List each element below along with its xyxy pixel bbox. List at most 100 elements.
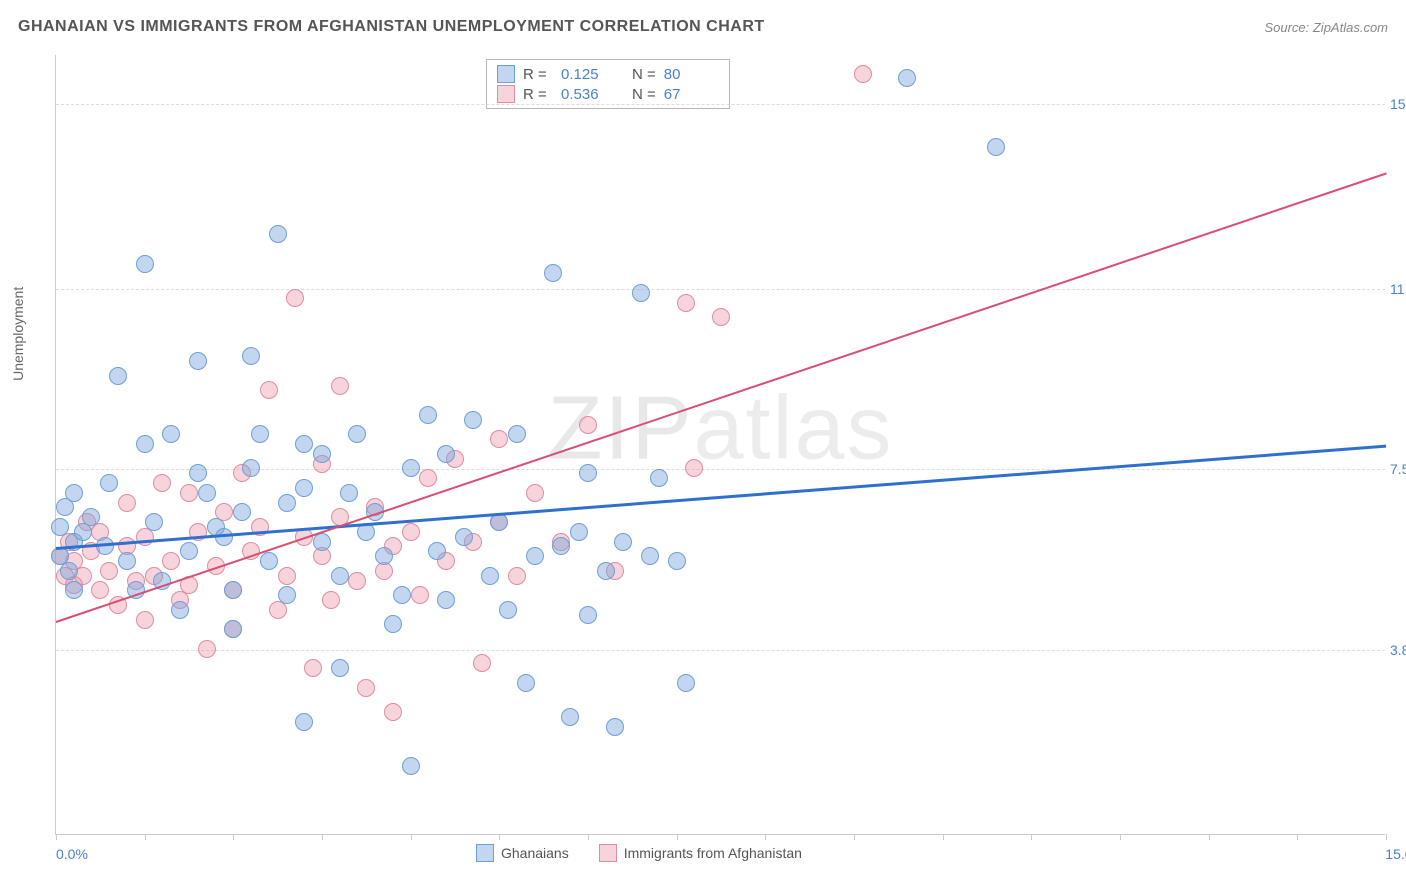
series1-point (295, 435, 313, 453)
series1-point (242, 459, 260, 477)
series2-point (100, 562, 118, 580)
series1-point (402, 757, 420, 775)
series1-point (650, 469, 668, 487)
gridline (56, 289, 1385, 290)
series1-point (189, 352, 207, 370)
series2-point (685, 459, 703, 477)
series2-point (419, 469, 437, 487)
x-tick-mark (854, 834, 855, 840)
series2-point (490, 430, 508, 448)
series1-point (198, 484, 216, 502)
series1-point (189, 464, 207, 482)
series1-point (278, 494, 296, 512)
series1-point (251, 425, 269, 443)
series1-point (402, 459, 420, 477)
series2-point (526, 484, 544, 502)
legend-label: Immigrants from Afghanistan (624, 845, 802, 861)
series1-point (668, 552, 686, 570)
series2-point (854, 65, 872, 83)
series2-point (348, 572, 366, 590)
legend-item: Ghanaians (476, 844, 569, 862)
x-tick-mark (1120, 834, 1121, 840)
x-tick-mark (1209, 834, 1210, 840)
x-tick-mark (588, 834, 589, 840)
series1-point (82, 508, 100, 526)
series1-point (65, 581, 83, 599)
series1-point (109, 367, 127, 385)
series1-point (579, 464, 597, 482)
series2-point (260, 381, 278, 399)
series1-point (508, 425, 526, 443)
series1-point (118, 552, 136, 570)
series2-point (286, 289, 304, 307)
series1-point (375, 547, 393, 565)
series2-point (331, 377, 349, 395)
series2-point (118, 494, 136, 512)
x-tick-mark (56, 834, 57, 840)
series1-point (499, 601, 517, 619)
series1-point (136, 435, 154, 453)
series1-point (348, 425, 366, 443)
series1-point (331, 659, 349, 677)
y-tick-label: 11.2% (1390, 281, 1406, 297)
n-value: 80 (664, 66, 719, 83)
gridline (56, 650, 1385, 651)
series-legend: Ghanaians Immigrants from Afghanistan (476, 844, 802, 862)
series1-point (295, 479, 313, 497)
watermark: ZIPatlas (547, 377, 893, 480)
x-tick-mark (411, 834, 412, 840)
series1-point (145, 513, 163, 531)
series2-point (153, 474, 171, 492)
series1-point (260, 552, 278, 570)
series1-point (606, 718, 624, 736)
series1-point (340, 484, 358, 502)
chart-plot-area: ZIPatlas R =0.125N =80R =0.536N =67 Ghan… (55, 55, 1385, 835)
gridline (56, 104, 1385, 105)
x-tick-mark (1031, 834, 1032, 840)
r-label: R = (523, 66, 553, 83)
legend-swatch (497, 85, 515, 103)
x-tick-mark (145, 834, 146, 840)
series1-point (561, 708, 579, 726)
x-tick-mark (1386, 834, 1387, 840)
series2-point (162, 552, 180, 570)
series1-point (419, 406, 437, 424)
x-tick-mark (499, 834, 500, 840)
series1-point (898, 69, 916, 87)
series1-point (614, 533, 632, 551)
x-tick-mark (943, 834, 944, 840)
y-tick-label: 3.8% (1390, 642, 1406, 658)
series2-point (677, 294, 695, 312)
x-tick-mark (322, 834, 323, 840)
series1-point (552, 537, 570, 555)
series2-point (278, 567, 296, 585)
series2-point (508, 567, 526, 585)
series2-point (579, 416, 597, 434)
chart-title: GHANAIAN VS IMMIGRANTS FROM AFGHANISTAN … (18, 18, 765, 36)
series2-point (402, 523, 420, 541)
series1-point (295, 713, 313, 731)
stat-legend-row: R =0.536N =67 (497, 84, 719, 104)
series1-point (526, 547, 544, 565)
series1-point (632, 284, 650, 302)
series1-point (393, 586, 411, 604)
series1-point (65, 484, 83, 502)
series1-point (428, 542, 446, 560)
series1-point (51, 518, 69, 536)
series1-point (171, 601, 189, 619)
series1-point (242, 347, 260, 365)
y-axis-title: Unemployment (10, 287, 26, 381)
y-tick-label: 7.5% (1390, 461, 1406, 477)
series1-point (437, 591, 455, 609)
series2-point (473, 654, 491, 672)
x-tick-mark (233, 834, 234, 840)
series1-point (641, 547, 659, 565)
series1-point (180, 542, 198, 560)
series1-point (313, 445, 331, 463)
legend-swatch (497, 65, 515, 83)
legend-swatch (599, 844, 617, 862)
x-tick-mark (1297, 834, 1298, 840)
series1-point (579, 606, 597, 624)
series1-point (597, 562, 615, 580)
series2-point (712, 308, 730, 326)
